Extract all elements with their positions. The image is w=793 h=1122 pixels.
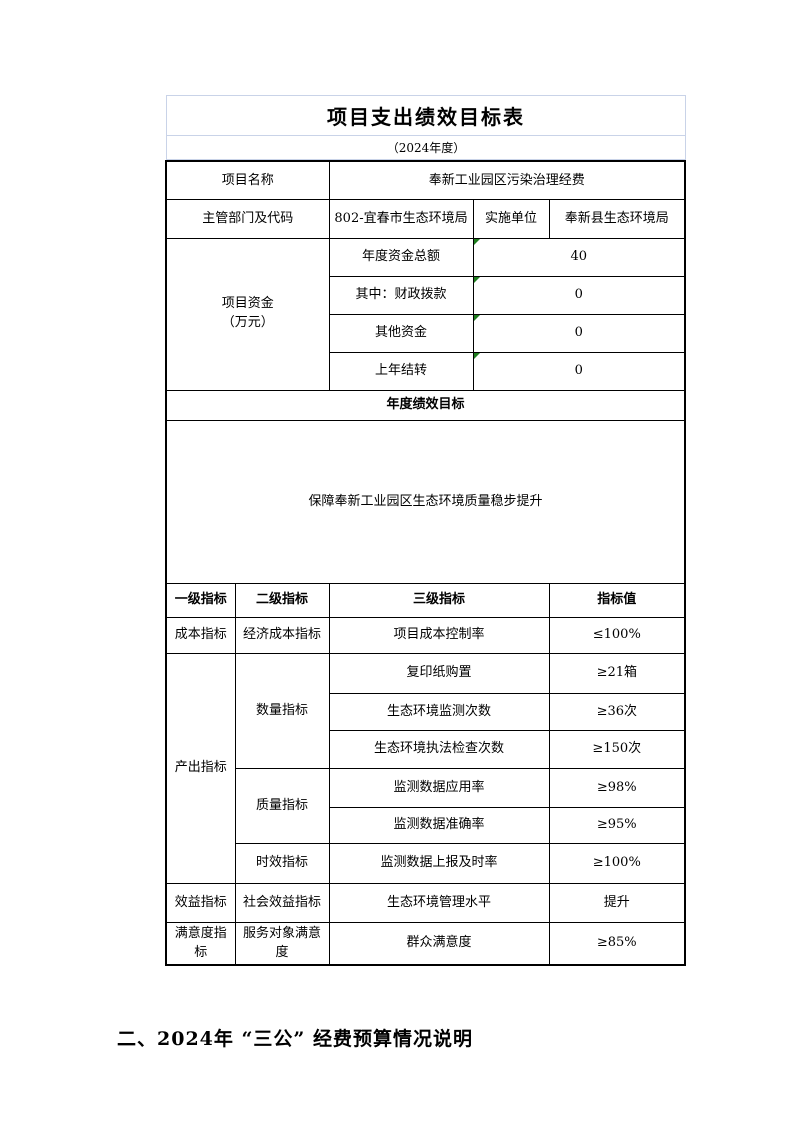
indicator-value: ≥100% [548, 842, 686, 884]
level2-quality: 质量指标 [234, 767, 330, 844]
indicator-value: ≥85% [548, 921, 686, 965]
performance-target-table: 项目名称 奉新工业园区污染治理经费 主管部门及代码 802-宜春市生态环境局 实… [165, 160, 687, 966]
dept-label: 主管部门及代码 [165, 198, 330, 239]
indicator-name: 生态环境监测次数 [328, 692, 550, 731]
funding-item-value: 40 [472, 237, 686, 277]
indicator-header-level2: 二级指标 [234, 582, 330, 618]
table-row: 项目名称 奉新工业园区污染治理经费 [165, 160, 686, 200]
table-row: 主管部门及代码 802-宜春市生态环境局 实施单位 奉新县生态环境局 [165, 198, 686, 239]
table-title-block: 项目支出绩效目标表 （2024年度） [166, 95, 686, 160]
funding-value-text: 0 [574, 363, 583, 379]
project-name-value: 奉新工业园区污染治理经费 [328, 160, 686, 200]
indicator-value: ≥36次 [548, 692, 686, 731]
level1-output: 产出指标 [165, 652, 236, 884]
indicator-name: 复印纸购置 [328, 652, 550, 694]
funding-item-value: 0 [472, 275, 686, 315]
level2-quantity: 数量指标 [234, 652, 330, 769]
impl-unit-label: 实施单位 [472, 198, 550, 239]
table-row: 成本指标 经济成本指标 项目成本控制率 ≤100% [165, 616, 686, 654]
table-row: 生态环境监测次数 ≥36次 [166, 692, 686, 731]
table-row: 项目资金 （万元） 年度资金总额 40 [165, 237, 686, 391]
table-row: 其他资金 0 [166, 313, 686, 353]
indicator-value: ≥21箱 [548, 652, 686, 694]
table-row: 一级指标 二级指标 三级指标 指标值 [165, 582, 686, 618]
funding-item-label: 其中：财政拨款 [328, 275, 474, 315]
level2-service-satisfaction: 服务对象满意度 [234, 921, 330, 965]
dept-value: 802-宜春市生态环境局 [328, 198, 474, 239]
doc-title: 项目支出绩效目标表 [166, 95, 686, 135]
indicator-name: 生态环境管理水平 [328, 882, 550, 923]
table-row: 生态环境执法检查次数 ≥150次 [166, 729, 686, 769]
green-corner-flag-icon [474, 353, 480, 359]
table-row: 产出指标 数量指标 复印纸购置 ≥21箱 [165, 652, 686, 884]
funding-label-line2: （万元） [221, 315, 274, 330]
indicator-name: 项目成本控制率 [328, 616, 550, 654]
indicator-value: ≥98% [548, 767, 686, 808]
table-row: 保障奉新工业园区生态环境质量稳步提升 [165, 419, 686, 584]
indicator-name: 监测数据应用率 [328, 767, 550, 808]
indicator-value: 提升 [548, 882, 686, 923]
indicator-value: ≥150次 [548, 729, 686, 769]
impl-unit-value: 奉新县生态环境局 [548, 198, 686, 239]
indicator-name: 监测数据准确率 [328, 806, 550, 844]
table-row: 年度绩效目标 [165, 389, 686, 421]
funding-item-label: 上年结转 [328, 351, 474, 391]
indicator-header-level3: 三级指标 [328, 582, 550, 618]
table-row: 时效指标 监测数据上报及时率 ≥100% [166, 842, 686, 884]
green-corner-flag-icon [474, 315, 480, 321]
funding-label: 项目资金 （万元） [165, 237, 330, 391]
table-row: 满意度指标 服务对象满意度 群众满意度 ≥85% [165, 921, 686, 965]
funding-value-text: 0 [574, 287, 583, 303]
table-row: 监测数据准确率 ≥95% [166, 806, 686, 844]
indicator-name: 群众满意度 [328, 921, 550, 965]
level2-timeliness: 时效指标 [234, 842, 330, 884]
indicator-header-value: 指标值 [548, 582, 686, 618]
level2-social-benefit: 社会效益指标 [234, 882, 330, 923]
green-corner-flag-icon [474, 239, 480, 245]
table-row: 质量指标 监测数据应用率 ≥98% [166, 767, 686, 844]
funding-item-label: 年度资金总额 [328, 237, 474, 277]
green-corner-flag-icon [474, 277, 480, 283]
level1-cost: 成本指标 [165, 616, 236, 654]
indicator-name: 监测数据上报及时率 [328, 842, 550, 884]
doc-subtitle: （2024年度） [166, 135, 686, 160]
level1-satisfaction: 满意度指标 [165, 921, 236, 965]
funding-value-text: 0 [574, 325, 583, 341]
table-row: 其中：财政拨款 0 [166, 275, 686, 315]
level2-economic-cost: 经济成本指标 [234, 616, 330, 654]
funding-item-value: 0 [472, 313, 686, 353]
funding-label-line1: 项目资金 [221, 296, 274, 312]
indicator-header-level1: 一级指标 [165, 582, 236, 618]
table-row: 效益指标 社会效益指标 生态环境管理水平 提升 [165, 882, 686, 923]
project-name-label: 项目名称 [165, 160, 330, 200]
level1-benefit: 效益指标 [165, 882, 236, 923]
funding-value-text: 40 [570, 249, 588, 265]
indicator-name: 生态环境执法检查次数 [328, 729, 550, 769]
indicator-value: ≤100% [548, 616, 686, 654]
annual-goal-header: 年度绩效目标 [165, 389, 686, 421]
section-heading: 二、2024年 “三公” 经费预算情况说明 [117, 1028, 473, 1050]
funding-item-value: 0 [472, 351, 686, 391]
indicator-value: ≥95% [548, 806, 686, 844]
annual-goal-text: 保障奉新工业园区生态环境质量稳步提升 [165, 419, 686, 584]
funding-item-label: 其他资金 [328, 313, 474, 353]
